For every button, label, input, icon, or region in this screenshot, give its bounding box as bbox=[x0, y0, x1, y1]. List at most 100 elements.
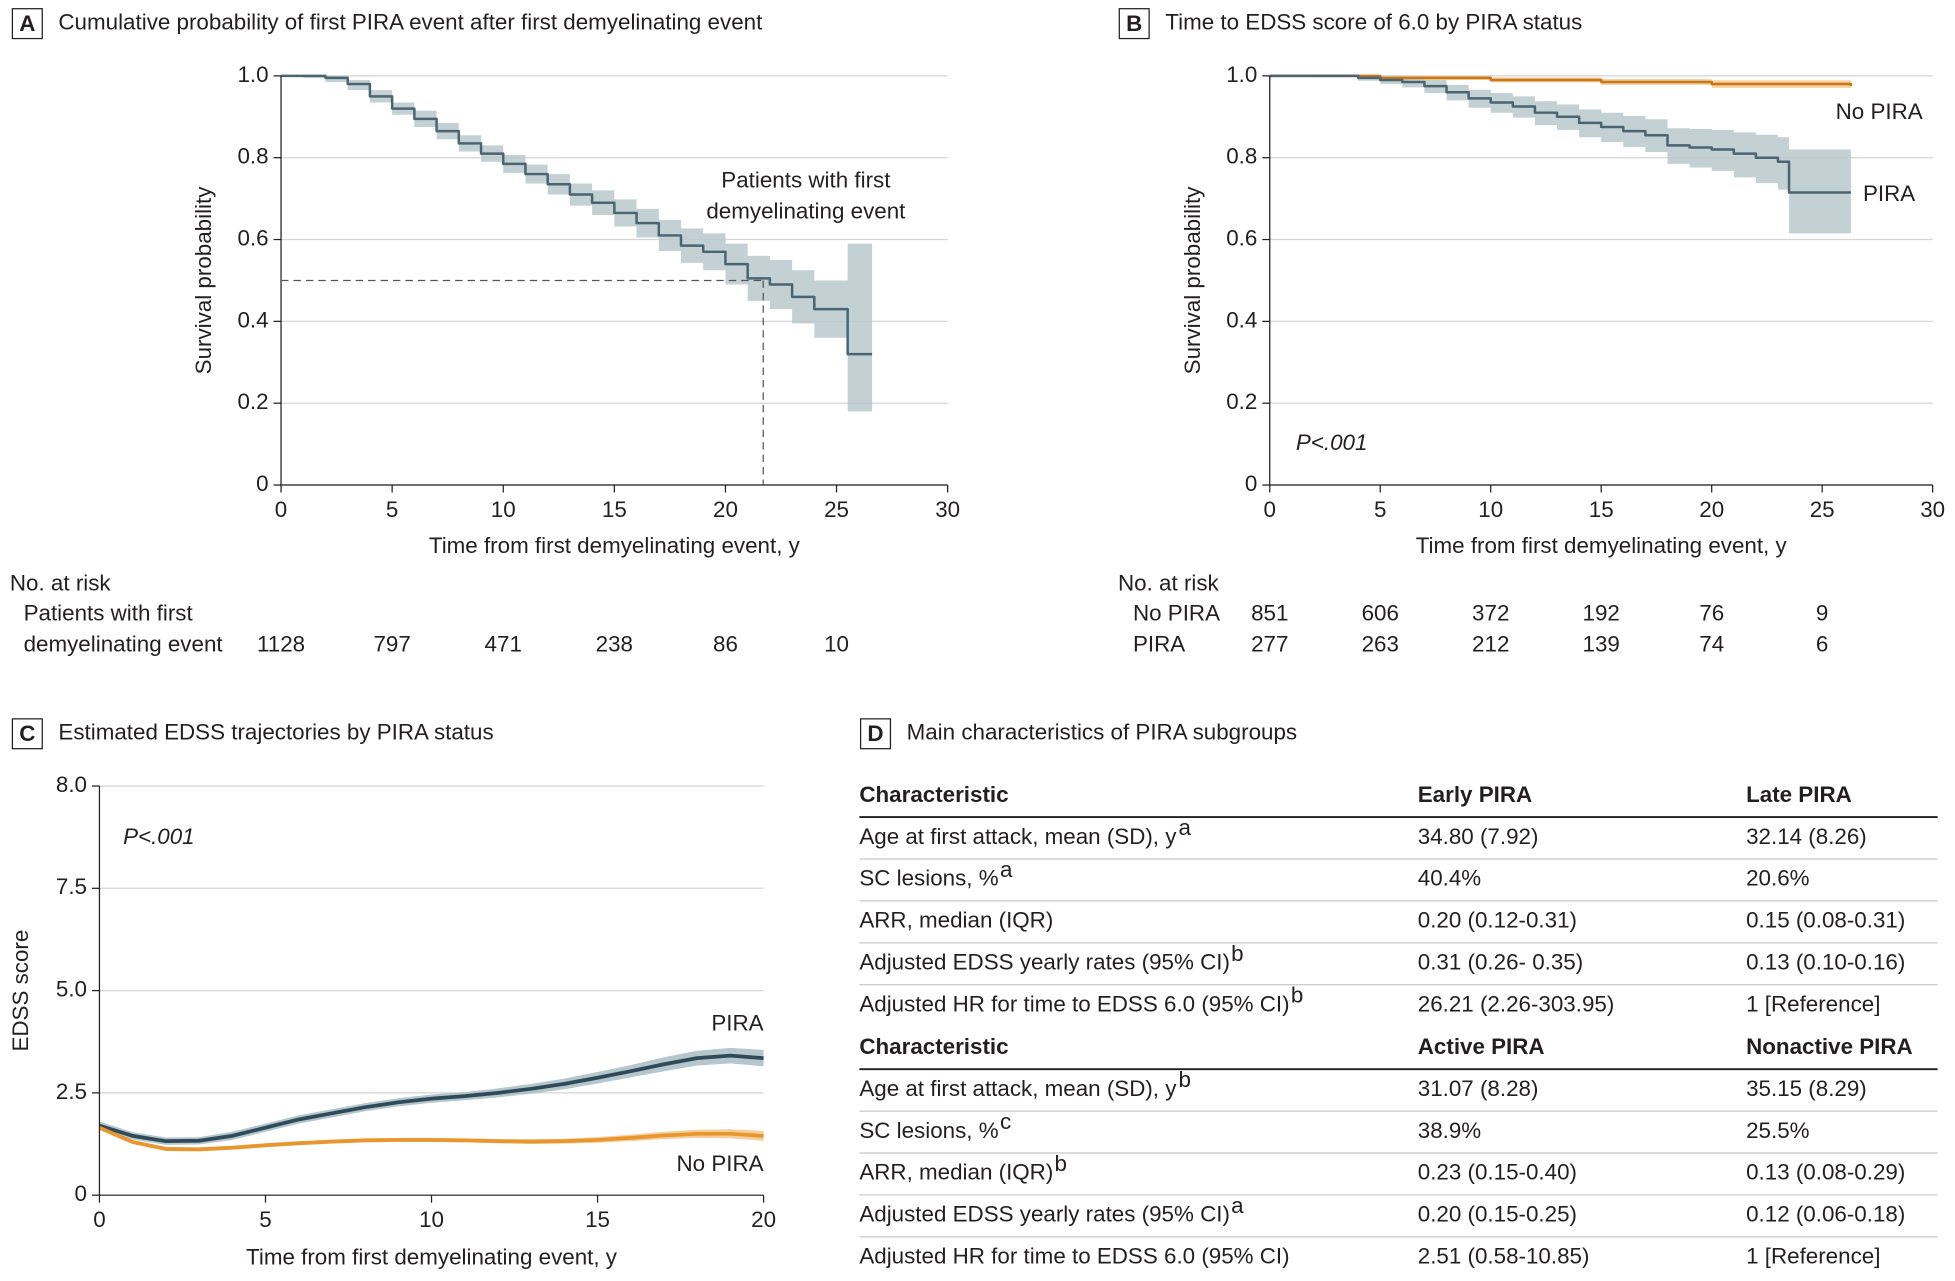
table-header: Late PIRA bbox=[1746, 782, 1852, 807]
y-tick-label: 0.2 bbox=[1226, 389, 1257, 414]
annotation: Patients with first bbox=[721, 167, 891, 192]
series-label: PIRA bbox=[711, 1011, 763, 1036]
panel-label-box bbox=[11, 718, 43, 750]
cell: 26.21 (2.26-303.95) bbox=[1418, 991, 1615, 1016]
x-tick-label: 10 bbox=[1478, 497, 1503, 522]
cell: 32.14 (8.26) bbox=[1746, 824, 1867, 849]
risk-value: 238 bbox=[596, 631, 633, 656]
x-tick-label: 10 bbox=[419, 1207, 444, 1232]
x-tick-label: 25 bbox=[824, 497, 849, 522]
cell: 0.13 (0.08-0.29) bbox=[1746, 1160, 1905, 1185]
risk-row-label: No PIRA bbox=[1133, 600, 1220, 625]
annotation: P<.001 bbox=[1296, 430, 1368, 455]
panel-title: Main characteristics of PIRA subgroups bbox=[907, 720, 1297, 745]
risk-value: 851 bbox=[1251, 600, 1288, 625]
row-label: Age at first attack, mean (SD), y bbox=[859, 824, 1177, 849]
y-tick-label: 0 bbox=[256, 471, 268, 496]
x-tick-label: 20 bbox=[713, 497, 738, 522]
x-tick-label: 15 bbox=[1589, 497, 1614, 522]
y-tick-label: 2.5 bbox=[56, 1079, 87, 1104]
panel-label: D bbox=[867, 721, 883, 746]
x-tick-label: 0 bbox=[275, 497, 287, 522]
row-label: SC lesions, % bbox=[859, 866, 998, 891]
risk-value: 10 bbox=[824, 631, 849, 656]
x-axis-label: Time from first demyelinating event, y bbox=[429, 533, 801, 558]
table-header: Characteristic bbox=[859, 1034, 1008, 1059]
y-tick-label: 0.8 bbox=[1226, 144, 1257, 169]
confidence-band bbox=[1269, 75, 1851, 234]
row-label: Age at first attack, mean (SD), y bbox=[859, 1076, 1177, 1101]
series-label: PIRA bbox=[1863, 181, 1915, 206]
y-tick-label: 1.0 bbox=[1226, 62, 1257, 87]
x-tick-label: 15 bbox=[585, 1207, 610, 1232]
risk-value: 606 bbox=[1362, 600, 1399, 625]
panel-label: B bbox=[1126, 11, 1142, 36]
confidence-band bbox=[281, 75, 873, 412]
y-tick-label: 0 bbox=[75, 1181, 87, 1206]
footnote-mark: a bbox=[1231, 1193, 1244, 1218]
row-label: SC lesions, % bbox=[859, 1118, 998, 1143]
y-tick-label: 0 bbox=[1245, 471, 1257, 496]
cell: 0.23 (0.15-0.40) bbox=[1418, 1160, 1577, 1185]
row-label: Adjusted HR for time to EDSS 6.0 (95% CI… bbox=[859, 991, 1289, 1016]
panel-label-box bbox=[1118, 8, 1150, 40]
risk-value: 192 bbox=[1583, 600, 1620, 625]
risk-value: 212 bbox=[1472, 631, 1509, 656]
risk-value: 76 bbox=[1699, 600, 1724, 625]
series-line bbox=[98, 1125, 764, 1152]
y-tick-label: 7.5 bbox=[56, 874, 87, 899]
risk-title: No. at risk bbox=[10, 570, 112, 595]
cell: 35.15 (8.29) bbox=[1746, 1076, 1867, 1101]
y-tick-label: 0.2 bbox=[237, 389, 268, 414]
series-label: No PIRA bbox=[677, 1151, 764, 1176]
annotation: P<.001 bbox=[123, 824, 195, 849]
x-tick-label: 0 bbox=[93, 1207, 105, 1232]
panel-title: Cumulative probability of first PIRA eve… bbox=[58, 10, 763, 35]
risk-value: 797 bbox=[373, 631, 410, 656]
cell: 0.13 (0.10-0.16) bbox=[1746, 950, 1905, 975]
y-tick-label: 0.4 bbox=[1226, 307, 1257, 332]
cell: 0.20 (0.12-0.31) bbox=[1418, 908, 1577, 933]
panel-title: Time to EDSS score of 6.0 by PIRA status bbox=[1165, 10, 1582, 35]
row-label: Adjusted HR for time to EDSS 6.0 (95% CI… bbox=[859, 1244, 1289, 1269]
cell: 25.5% bbox=[1746, 1118, 1810, 1143]
series-label: No PIRA bbox=[1836, 99, 1923, 124]
risk-value: 471 bbox=[485, 631, 522, 656]
series-line bbox=[98, 1053, 764, 1144]
y-tick-label: 0.6 bbox=[237, 225, 268, 250]
table-header: Active PIRA bbox=[1418, 1034, 1545, 1059]
panel-label-box bbox=[859, 718, 892, 750]
footnote-mark: a bbox=[1000, 857, 1013, 882]
footnote-mark: a bbox=[1178, 815, 1191, 840]
annotation: demyelinating event bbox=[706, 199, 906, 224]
risk-value: 277 bbox=[1251, 631, 1288, 656]
y-axis-label: Survival probability bbox=[191, 186, 216, 375]
cell: 0.20 (0.15-0.25) bbox=[1418, 1202, 1577, 1227]
panel-title: Estimated EDSS trajectories by PIRA stat… bbox=[58, 720, 493, 745]
cell: 34.80 (7.92) bbox=[1418, 824, 1539, 849]
x-tick-label: 5 bbox=[386, 497, 398, 522]
x-tick-label: 0 bbox=[1264, 497, 1276, 522]
risk-title: No. at risk bbox=[1118, 570, 1220, 595]
x-tick-label: 20 bbox=[751, 1207, 776, 1232]
cell: 0.31 (0.26- 0.35) bbox=[1418, 950, 1583, 975]
y-tick-label: 0.6 bbox=[1226, 225, 1257, 250]
risk-value: 1128 bbox=[257, 631, 305, 656]
x-tick-label: 25 bbox=[1810, 497, 1835, 522]
table-header: Characteristic bbox=[859, 782, 1008, 807]
y-tick-label: 1.0 bbox=[237, 62, 268, 87]
risk-value: 74 bbox=[1699, 631, 1724, 656]
x-axis-label: Time from first demyelinating event, y bbox=[1416, 533, 1788, 558]
row-label: ARR, median (IQR) bbox=[859, 1160, 1053, 1185]
cell: 38.9% bbox=[1418, 1118, 1482, 1143]
x-tick-label: 5 bbox=[259, 1207, 271, 1232]
cell: 40.4% bbox=[1418, 866, 1482, 891]
risk-value: 263 bbox=[1362, 631, 1399, 656]
table-header: Nonactive PIRA bbox=[1746, 1034, 1913, 1059]
panel-label: A bbox=[19, 11, 35, 36]
series-line bbox=[281, 74, 873, 356]
x-tick-label: 20 bbox=[1699, 497, 1724, 522]
series-line bbox=[1269, 74, 1851, 194]
row-label: Adjusted EDSS yearly rates (95% CI) bbox=[859, 1202, 1230, 1227]
